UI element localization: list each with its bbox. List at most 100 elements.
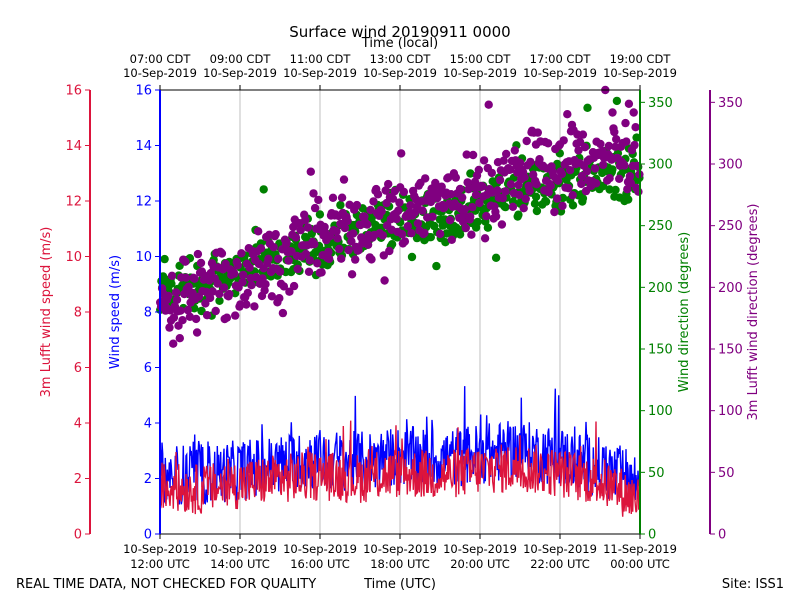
scatter-point [328,193,338,202]
scatter-point [497,220,507,229]
bottom-tick-label-time: 20:00 UTC [450,557,510,571]
axis-tick-label: 10 [135,250,152,265]
scatter-point [219,283,229,292]
scatter-point [344,245,353,255]
scatter-point [178,316,187,325]
axis-tick-label: 6 [74,361,82,376]
scatter-point [337,193,347,202]
scatter-point [530,199,540,208]
scatter-point [610,127,619,137]
top-tick-label-date: 10-Sep-2019 [203,66,277,80]
scatter-point [473,217,482,227]
scatter-point [192,328,202,337]
axis-tick-label: 4 [74,417,82,432]
scatter-point [508,202,518,211]
scatter-point [211,306,220,316]
scatter-point [471,190,481,200]
scatter-point [183,305,193,315]
axis-wind-dir: 0 50 100 150 200 250 300 350 Wind direction (deg… [639,90,692,543]
scatter-point [491,253,501,262]
scatter-point [468,203,477,212]
scatter-point [501,187,510,196]
scatter-point [259,185,268,194]
scatter-point [230,269,239,278]
scatter-point [630,140,639,150]
scatter-point [466,169,475,178]
scatter-point [413,219,423,228]
scatter-point [301,249,311,259]
scatter-point [304,267,314,276]
scatter-point [598,160,608,170]
scatter-point [264,254,273,263]
scatter-point [190,274,199,283]
scatter-point [239,270,248,280]
scatter-point [406,201,415,210]
scatter-point [495,175,505,185]
scatter-point [475,198,484,208]
scatter-point [553,194,562,203]
axis-tick-label: 100 [648,404,673,419]
top-tick-label-time: 13:00 CDT [370,52,432,66]
scatter-point [385,246,394,256]
chart-title: Surface wind 20190911 0000 [289,23,510,41]
scatter-point [557,169,567,179]
scatter-point [446,190,456,199]
scatter-point [317,268,326,277]
scatter-point [458,217,468,226]
scatter-point [522,136,531,146]
scatter-point [261,280,270,289]
scatter-point [400,237,410,246]
scatter-point [395,198,404,207]
scatter-point [384,179,393,189]
scatter-point [388,194,398,203]
scatter-point [608,108,617,117]
scatter-point [397,230,407,239]
scatter-point [245,263,254,272]
scatter-point [167,271,177,280]
top-tick-label-date: 10-Sep-2019 [603,66,677,80]
scatter-point [336,200,345,210]
scatter-point [354,245,363,255]
scatter-point [363,220,372,229]
scatter-point [215,289,224,299]
axis-label: Wind direction (degrees) [677,232,692,392]
scatter-point [428,212,437,221]
scatter-point [381,186,390,195]
axis-wind-speed: 0 2 4 6 8 10 12 14 16 Wind speed (m/s) [108,84,161,543]
axis-tick-label: 10 [65,250,82,265]
scatter-point [252,272,261,282]
scatter-point [397,149,406,158]
scatter-point [451,173,460,182]
scatter-point [315,210,325,219]
scatter-point [532,180,541,189]
scatter-point [564,184,573,193]
scatter-point [282,238,291,247]
scatter-point [343,216,352,226]
axis-tick-label: 8 [74,306,82,321]
scatter-point [407,229,416,238]
scatter-point [184,282,193,291]
bottom-tick-label-time: 12:00 UTC [130,557,190,571]
scatter-point [447,235,456,244]
scatter-point [172,295,182,304]
scatter-point [583,103,592,113]
scatter-point [407,252,417,262]
scatter-point [498,193,507,203]
scatter-point [171,288,181,297]
scatter-point [520,173,529,182]
scatter-point [285,287,294,296]
scatter-point [582,167,592,176]
scatter-point [351,255,360,264]
scatter-point [531,192,541,201]
scatter-point [426,233,435,242]
scatter-point [181,257,190,266]
axes-layer: 0 2 4 6 8 10 12 14 16 3m Lufft wind speed (m/s) 0 2… [39,52,761,571]
scatter-point [574,146,583,155]
scatter-point [254,227,263,236]
scatter-point [236,300,245,309]
series-3m-lufft-wind-direction [156,85,644,348]
scatter-point [176,306,185,315]
axis-tick-label: 250 [648,219,673,234]
